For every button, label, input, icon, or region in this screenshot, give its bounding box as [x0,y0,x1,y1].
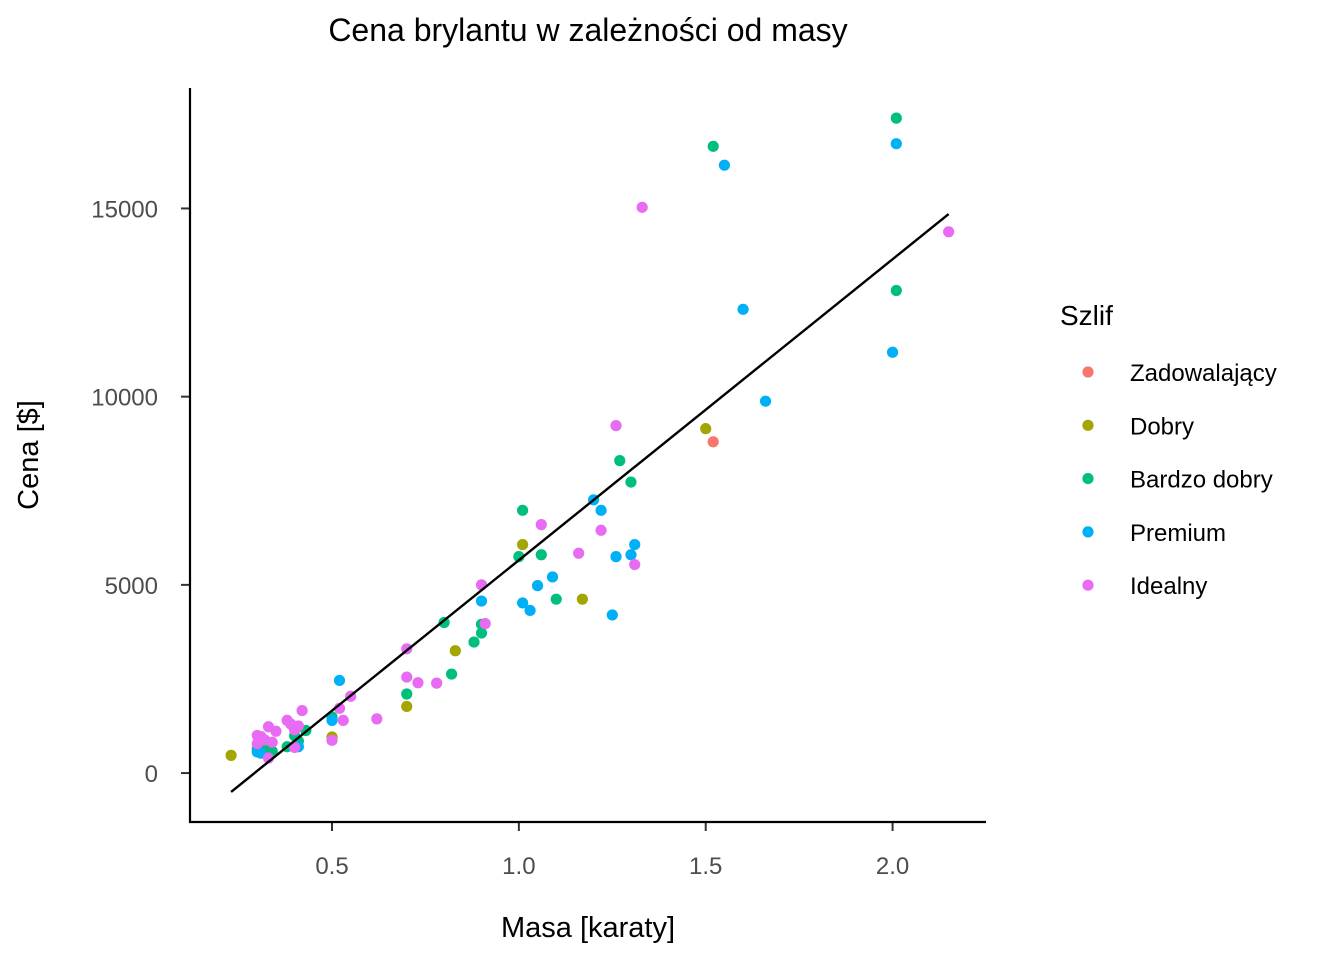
legend-key [1082,526,1094,538]
data-point [707,140,719,152]
data-point [606,609,618,621]
data-point [629,538,641,551]
data-point [468,636,480,648]
y-tick-label: 0 [145,761,158,788]
legend-item-premium: Premium [1082,520,1226,547]
data-point [333,674,346,687]
legend-item-idealny: Idealny [1082,573,1207,600]
data-point [535,519,547,531]
y-tick-label: 5000 [105,573,158,600]
data-point [531,580,544,592]
data-point [576,593,588,605]
data-point [595,524,607,536]
data-point [625,476,637,488]
legend-key [1082,579,1094,591]
legend-item-dobry: Dobry [1082,413,1194,440]
legend-key [1082,419,1094,431]
data-point [438,616,450,629]
data-point [700,423,712,435]
data-point [573,547,585,559]
data-point [517,504,529,516]
data-point [943,226,955,238]
data-point [289,741,301,754]
data-point [266,736,278,748]
data-point [629,558,641,571]
legend-item-bardzo-dobry: Bardzo dobry [1082,467,1273,494]
data-point [517,538,529,551]
data-points [225,112,955,764]
legend-title: Szlif [1060,300,1113,331]
legend-label: Idealny [1130,573,1207,600]
data-point [401,700,413,713]
data-point [371,713,383,725]
data-point [759,395,772,407]
x-tick-label: 1.5 [689,853,722,880]
data-point [517,597,529,609]
data-point [595,504,607,516]
y-tick-label: 15000 [91,196,158,223]
data-point [326,714,338,726]
x-tick-label: 0.5 [315,853,348,880]
data-point [225,749,237,761]
legend-label: Dobry [1130,413,1194,440]
x-axis-title: Masa [karaty] [501,912,675,944]
data-point [401,688,413,700]
series-bardzo-dobry [251,112,902,757]
data-point [412,677,424,689]
data-point [535,549,547,561]
data-point [707,436,719,448]
chart-title: Cena brylantu w zależności od masy [328,12,847,48]
x-tick-label: 1.0 [502,853,535,880]
data-point [625,549,637,561]
data-point [270,725,282,737]
y-axis-ticks: 0 5000 10000 15000 [91,196,190,788]
legend-label: Bardzo dobry [1130,467,1273,494]
data-point [431,677,443,689]
y-axis-title: Cena [$] [13,400,45,510]
data-point [337,714,349,726]
series-idealny [251,201,955,764]
data-point [326,734,338,746]
data-point [614,455,626,467]
data-point [449,645,461,657]
legend-key [1082,473,1094,485]
data-point [886,346,899,358]
legend-label: Zadowalający [1130,360,1277,387]
data-point [636,201,648,213]
data-point [475,627,488,639]
trend-line [230,213,950,793]
data-point [890,284,902,297]
x-tick-label: 2.0 [876,853,909,880]
data-point [296,704,308,717]
data-point [718,159,731,171]
data-point [401,671,413,683]
data-point [475,595,488,607]
series-zadowalajacy [707,436,719,448]
legend-label: Premium [1130,520,1226,547]
data-point [550,593,562,605]
data-point [890,112,902,124]
x-axis-ticks: 0.5 1.0 1.5 2.0 [315,822,909,880]
data-point [610,551,622,563]
data-point [890,138,902,150]
series-premium [251,138,902,759]
data-point [445,668,458,680]
legend: Zadowalający Dobry Bardzo dobry Premium Idea… [1082,360,1277,600]
data-point [546,571,559,583]
data-point [524,604,536,617]
data-point [737,303,749,315]
data-point [292,720,304,732]
y-tick-label: 10000 [91,385,158,412]
legend-key [1082,366,1094,378]
legend-item-zadowalajacy: Zadowalający [1082,360,1277,387]
data-point [479,618,491,630]
data-point [610,420,622,432]
